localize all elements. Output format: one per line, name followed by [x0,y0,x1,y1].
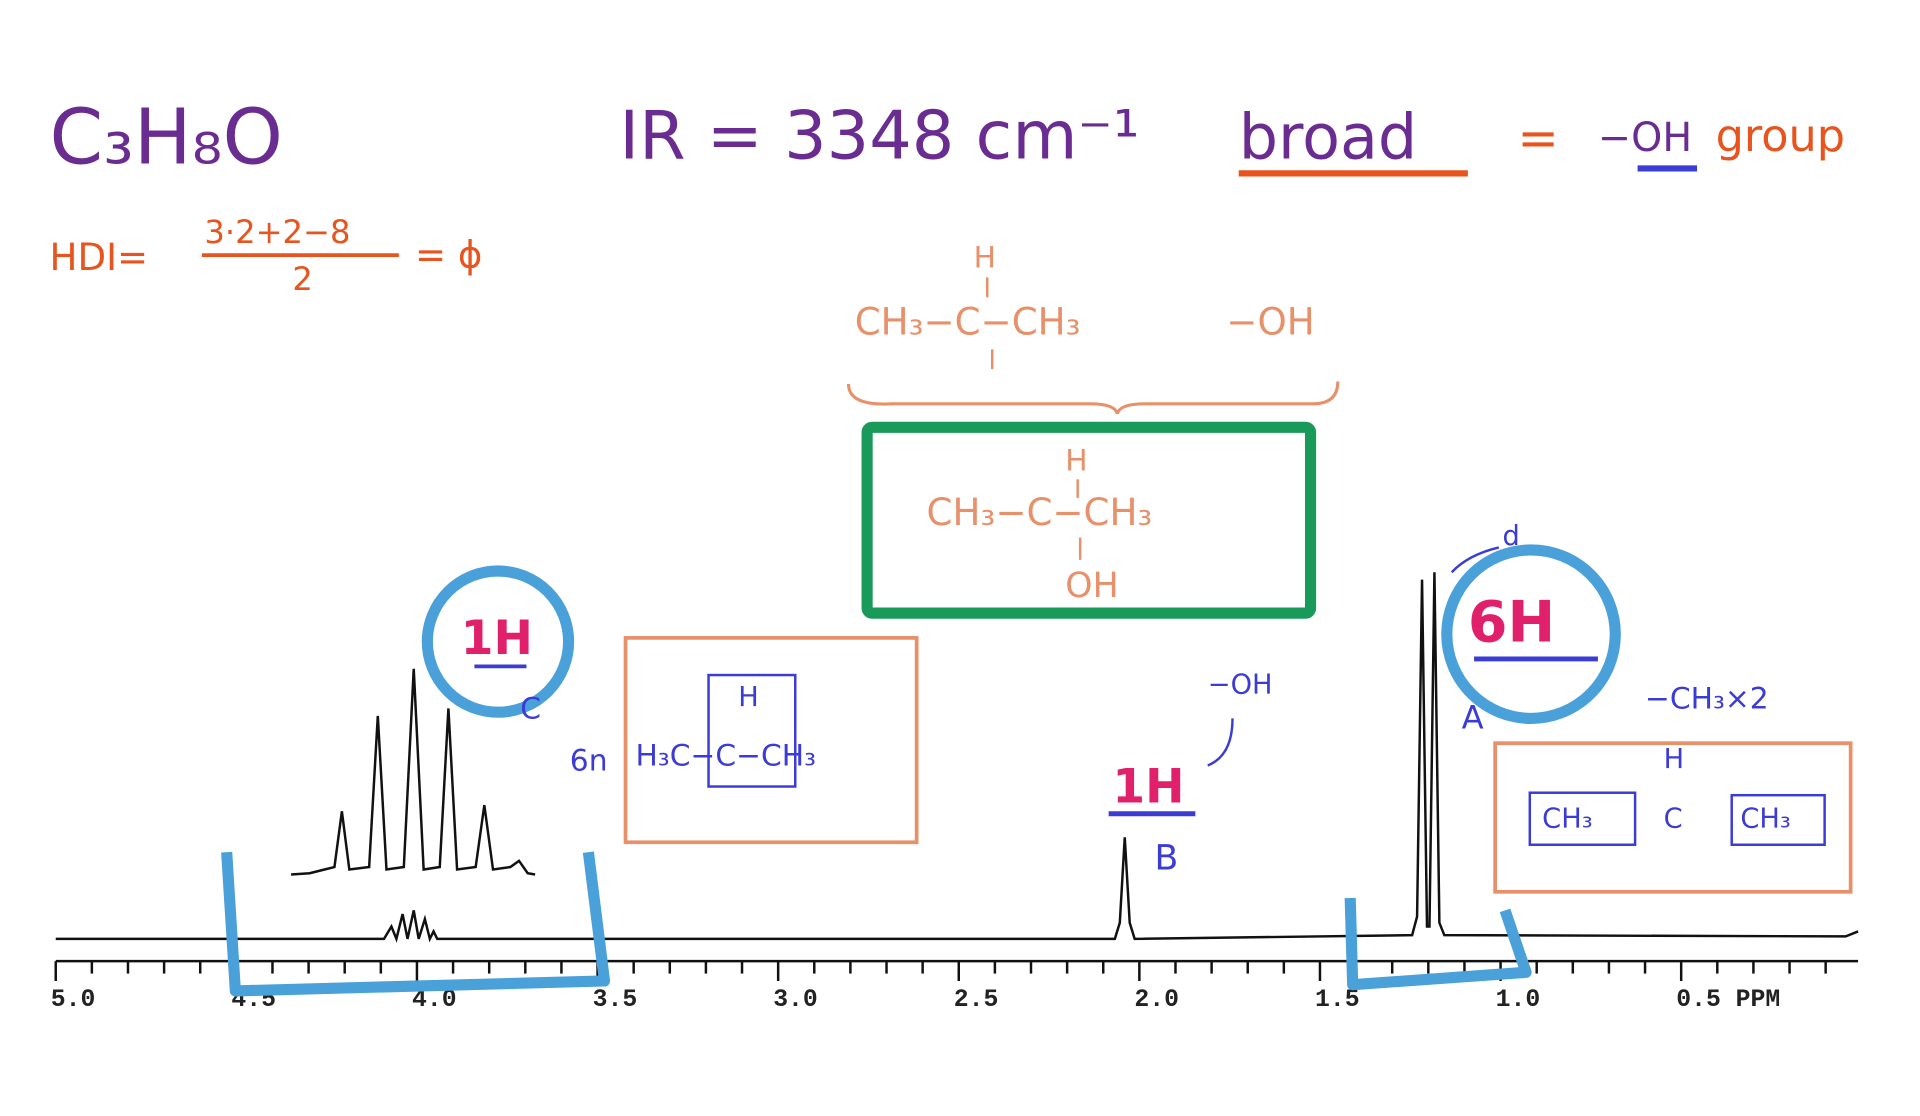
group: group [1716,110,1845,162]
ir-equals: = [1517,109,1559,167]
ticks [54,961,1827,981]
box [1730,793,1826,846]
letter-b: B [1154,839,1178,879]
answer-chain: CH₃−C−CH₃ [927,491,1153,534]
axis-label: 0.5 PPM [1676,986,1780,1014]
bracket [221,851,611,997]
arrow [1450,546,1500,574]
multiplicity-c: 6n [570,743,608,778]
axis-label: 1.0 [1496,986,1541,1014]
axis-label: 1.5 [1315,986,1360,1014]
box [623,636,919,845]
answer-h: H [1065,444,1087,479]
axis-label: 3.0 [773,986,818,1014]
answer-box [861,421,1317,619]
box [1493,741,1853,894]
circle [1441,544,1621,724]
count-c: 1H [461,611,533,666]
ir-broad: broad [1239,102,1418,174]
fragment-oh: −OH [1226,300,1314,343]
structure-h: H [738,682,759,713]
formula: C₃H₈O [50,94,283,183]
fragment-h: H [974,241,996,276]
hdi-label: HDI= [50,236,149,279]
right-ch3: CH₃ [1740,803,1790,834]
bracket [1344,897,1532,991]
arrow [1207,718,1234,767]
ir-text: IR = 3348 cm⁻¹ [619,97,1139,175]
spectrum [55,572,1859,943]
group-b: −OH [1208,670,1273,701]
axis-label: 5.0 [51,986,96,1014]
hdi-numerator: 3·2+2−8 [204,213,350,251]
oh-group: −OH [1598,115,1692,161]
brace [846,381,1340,415]
center-c: C [1664,803,1683,834]
axis-label: 3.5 [593,986,638,1014]
spectrum-inset [291,668,536,876]
letter-a: A [1462,698,1484,736]
count-b: 1H [1112,760,1184,815]
structure-h: H [1664,744,1685,775]
hdi-result: = ϕ [415,234,482,277]
box [707,673,797,788]
hdi-denominator: 2 [292,260,312,298]
count-a: 6H [1468,590,1555,656]
box [1528,791,1637,846]
left-ch3: CH₃ [1542,803,1592,834]
fragment-chain: CH₃−C−CH₃ [855,300,1081,343]
answer-oh: OH [1065,566,1118,606]
axis-label: 2.5 [954,986,999,1014]
multiplicity-a: d [1503,521,1520,552]
circle [421,565,575,718]
structure-c: H₃C−C−CH₃ [635,738,816,773]
letter-c: C [520,691,541,726]
group-a: −CH₃×2 [1645,681,1769,716]
axis-label: 2.0 [1134,986,1179,1014]
